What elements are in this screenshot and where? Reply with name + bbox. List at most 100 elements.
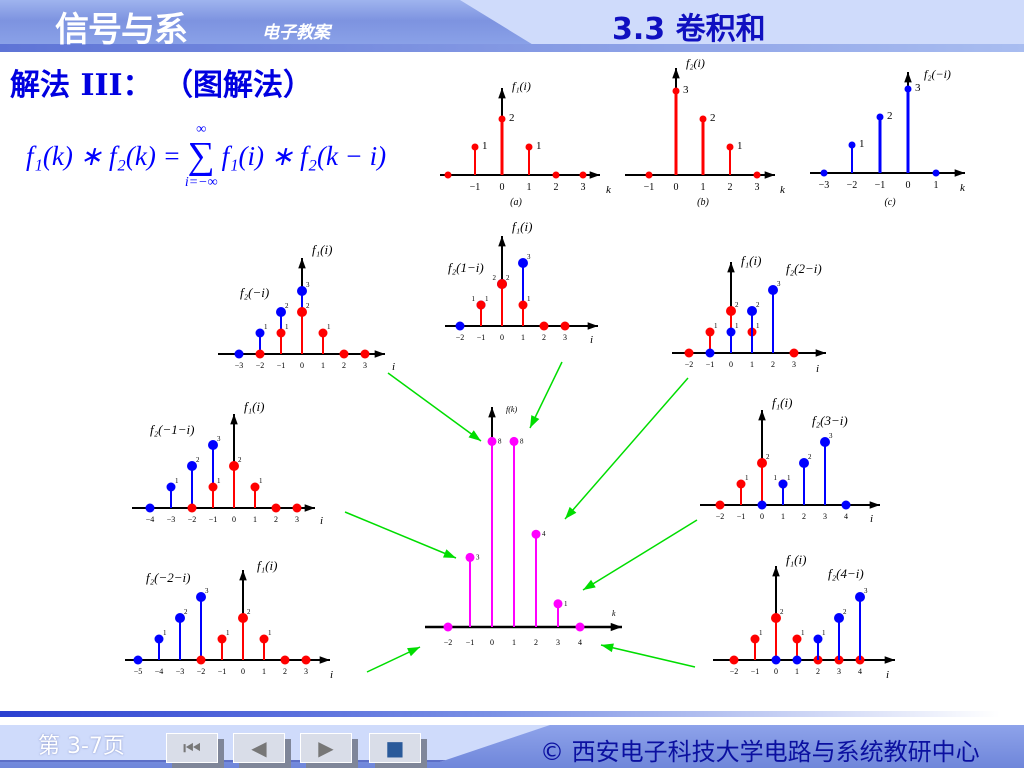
plot-k1-tick: 1 — [521, 333, 525, 342]
plot-k0-value-label: 3 — [306, 281, 310, 289]
green-arrow — [582, 519, 698, 591]
green-arrow-head — [601, 643, 614, 653]
plot-k1-point — [476, 300, 486, 310]
plot-k0-y-axis-head — [298, 258, 306, 269]
result-tick: 0 — [490, 638, 494, 647]
plot-km2-point — [133, 655, 143, 665]
plot-km2-tick: −5 — [134, 667, 143, 676]
plot-a-point — [579, 171, 587, 179]
plot-km2-x-axis-head — [319, 656, 330, 664]
plot-b-point — [726, 143, 734, 151]
plot-a-point — [444, 171, 452, 179]
plot-km1-point — [208, 482, 218, 492]
result-tick: 3 — [556, 638, 560, 647]
plot-a-point — [471, 143, 479, 151]
first-page-button[interactable]: ⏮ — [166, 733, 218, 763]
plot-c-caption: (c) — [884, 197, 896, 208]
plot-km1-tick: 2 — [274, 515, 278, 524]
plot-km1-tick: −3 — [167, 515, 176, 524]
plot-k0-tick: 3 — [363, 361, 367, 370]
plot-b-caption: (b) — [697, 197, 709, 208]
plot-k4-point — [729, 655, 739, 665]
plot-km1-point — [250, 482, 260, 492]
result-point — [509, 436, 519, 446]
plot-k2-point — [747, 306, 757, 316]
next-page-button[interactable]: ▶ — [300, 733, 352, 763]
green-arrow — [344, 511, 457, 559]
plot-k2-point — [705, 327, 715, 337]
plot-k1-point — [455, 321, 465, 331]
plot-k2-y-axis-head — [727, 262, 735, 273]
plot-k3-value-label: 3 — [829, 432, 833, 440]
plot-km1-value-label: 1 — [217, 477, 221, 485]
plot-k3-label: f₂(3−i) — [812, 413, 848, 428]
plot-c-tick: −3 — [819, 180, 830, 191]
plot-k4-label: f₁(i) — [786, 552, 806, 567]
plot-km2-tick: −2 — [197, 667, 206, 676]
plot-km2-point — [217, 634, 227, 644]
plot-k4-value-label: 1 — [822, 629, 826, 637]
plot-km2-tick: 2 — [283, 667, 287, 676]
green-arrow-head — [468, 430, 481, 441]
plot-km1-point — [187, 503, 197, 513]
plot-k4-value-label: 2 — [843, 608, 847, 616]
result-point — [487, 436, 497, 446]
plot-c-tick: 0 — [906, 180, 911, 191]
prev-page-button[interactable]: ◀ — [233, 733, 285, 763]
header-strip — [0, 44, 1024, 52]
green-arrow-head — [565, 506, 577, 519]
plot-k2-point — [726, 327, 736, 337]
green-arrow-head — [407, 647, 420, 657]
end-show-button[interactable]: ■ — [369, 733, 421, 763]
plot-km2-value-label: 1 — [226, 629, 230, 637]
plot-k4-point — [792, 634, 802, 644]
green-arrow — [387, 372, 482, 442]
plot-k2-point — [684, 348, 694, 358]
plot-k0-point — [276, 328, 286, 338]
plot-k1-point — [539, 321, 549, 331]
plot-k2-tick: 3 — [792, 360, 796, 369]
plot-km1-point — [292, 503, 302, 513]
plot-k0-point — [318, 328, 328, 338]
result-value-label: 4 — [542, 530, 546, 538]
green-arrow — [600, 644, 696, 668]
plot-k2-value-label: 1 — [756, 322, 760, 330]
plot-km1-tick: −4 — [146, 515, 155, 524]
plot-km2-value-label: 2 — [247, 608, 251, 616]
plot-b-label: f₂(i) — [686, 56, 705, 70]
plot-km2-tick: 3 — [304, 667, 308, 676]
plot-b-point — [645, 171, 653, 179]
plot-k4-point — [792, 655, 802, 665]
plot-k3-tick: −1 — [737, 512, 746, 521]
plot-k1-label: f₂(1−i) — [448, 260, 484, 275]
page-number: 第 3-7页 — [38, 734, 125, 759]
plot-c-value-label: 1 — [859, 138, 865, 150]
plot-k1-tick: 2 — [542, 333, 546, 342]
plot-k1-tick: 0 — [500, 333, 504, 342]
plot-km2-label: f₂(−2−i) — [146, 570, 190, 585]
result-tick: 1 — [512, 638, 516, 647]
plot-k1-point — [518, 300, 528, 310]
plot-km2-point — [301, 655, 311, 665]
plot-a-point — [498, 115, 506, 123]
result-point — [575, 622, 585, 632]
plot-k0-value-label: 2 — [285, 302, 289, 310]
green-arrow-head — [530, 415, 540, 428]
formula-lhs: f₁(k) ∗ f₂(k) = — [26, 140, 181, 171]
plot-km1-label: f₁(i) — [244, 399, 264, 414]
plot-k0-point — [234, 349, 244, 359]
plot-b-x-axis-head — [764, 171, 775, 179]
plot-k3-y-axis-head — [758, 410, 766, 421]
plot-km2-point — [196, 592, 206, 602]
sum-lower-limit: i=−∞ — [184, 175, 218, 190]
plot-km1-xlabel: i — [320, 515, 323, 527]
plot-km1-point — [166, 482, 176, 492]
plot-b-value-label: 2 — [710, 112, 716, 124]
plot-km1-point — [187, 461, 197, 471]
method-heading: 解法 III： （图解法） — [10, 68, 313, 103]
plot-k3-point — [820, 437, 830, 447]
section-title: 3.3 卷积和 — [612, 12, 766, 47]
plot-k2-tick: −2 — [685, 360, 694, 369]
plot-a-tick: 2 — [554, 182, 559, 193]
